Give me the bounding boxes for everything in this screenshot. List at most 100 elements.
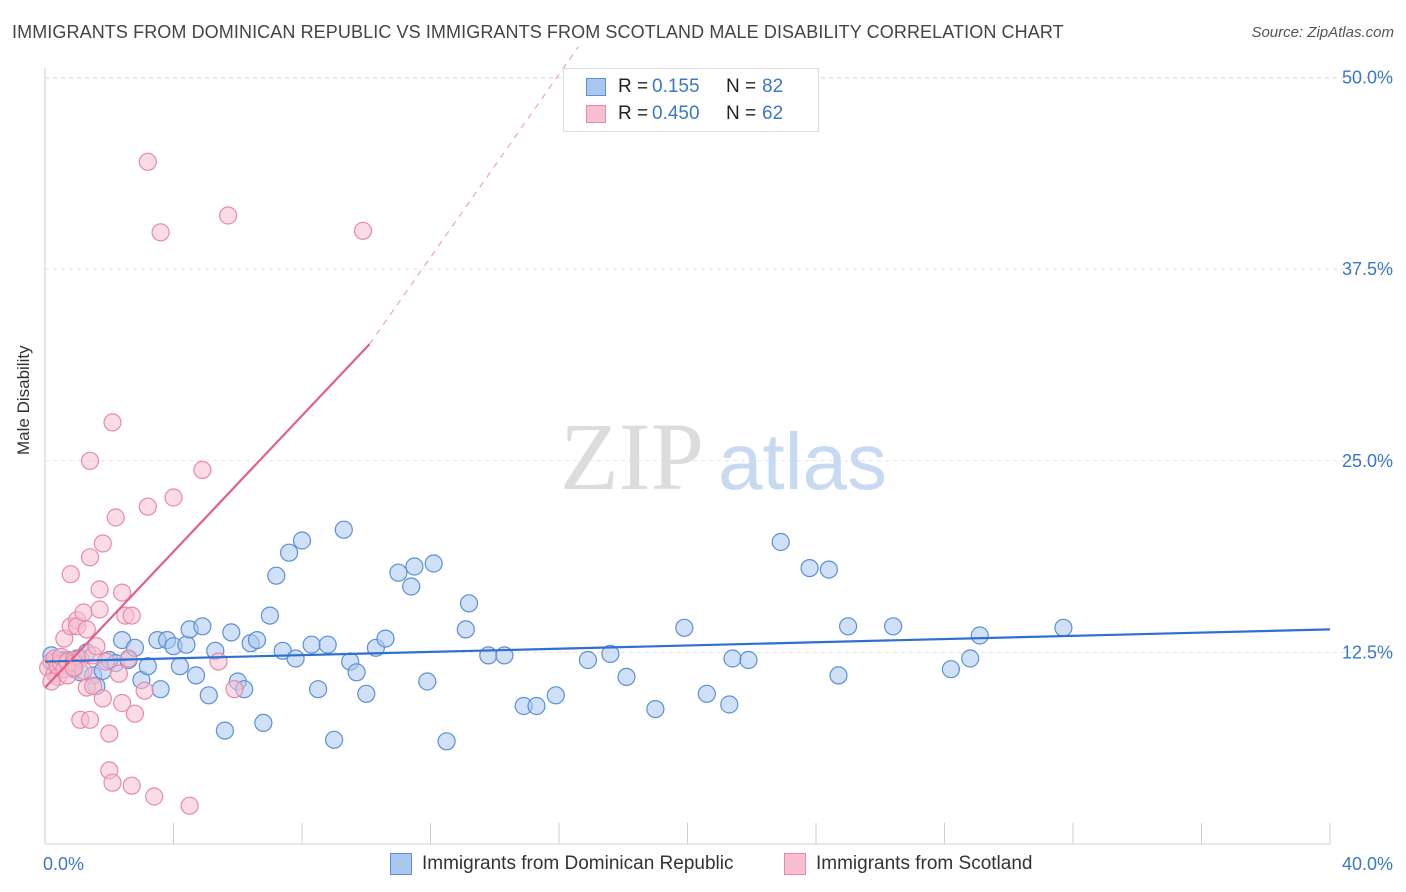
data-point [209, 652, 228, 671]
data-point [646, 699, 665, 719]
data-point [93, 689, 112, 708]
data-point [829, 666, 848, 685]
legend-row-scotland: R = 0.450 N = 62 [586, 102, 783, 126]
data-point [74, 603, 93, 622]
data-point [193, 460, 212, 479]
data-point [186, 666, 206, 685]
y-tick-label: 50.0% [1342, 68, 1393, 88]
data-point [941, 660, 961, 679]
data-point [219, 206, 238, 225]
data-point [93, 534, 112, 553]
bottom-legend-scotland: Immigrants from Scotland [784, 852, 1032, 876]
data-point [405, 557, 424, 576]
data-point [87, 637, 106, 656]
data-point [675, 618, 694, 637]
source-credit: Source: ZipAtlas.com [1251, 24, 1394, 41]
data-point [819, 560, 839, 579]
data-point [617, 667, 636, 687]
bottom-legend-swatch-pink [784, 853, 806, 875]
data-point [292, 531, 312, 550]
data-point [302, 635, 321, 654]
data-point [135, 681, 154, 700]
data-point [151, 223, 170, 242]
data-point [456, 620, 475, 639]
bottom-legend-label-scotland: Immigrants from Scotland [816, 853, 1033, 874]
trend-lines [44, 46, 1331, 689]
data-point [145, 787, 164, 806]
data-point [838, 617, 858, 636]
legend-swatch-pink [586, 105, 606, 123]
data-point [970, 626, 989, 645]
data-point [80, 548, 100, 567]
data-point [122, 776, 141, 795]
data-point [90, 580, 109, 599]
legend-row-dominican: R = 0.155 N = 82 [586, 75, 783, 99]
x-tick-label-max: 40.0% [1342, 854, 1393, 874]
data-point [459, 594, 479, 613]
data-point [151, 680, 170, 699]
legend-n-label: N = [726, 103, 757, 124]
legend-n-value-dominican: 82 [762, 76, 784, 97]
x-tick-label-min: 0.0% [43, 854, 84, 874]
data-point [96, 652, 116, 671]
data-point [1054, 618, 1073, 637]
legend-n-value-scotland: 62 [762, 103, 784, 124]
data-point [334, 520, 353, 539]
data-point [112, 583, 132, 602]
data-point [100, 724, 119, 743]
legend-r-value-dominican: 0.155 [652, 76, 700, 97]
data-point [601, 644, 620, 664]
data-point [578, 650, 598, 670]
data-point [247, 630, 267, 650]
chart-title: IMMIGRANTS FROM DOMINICAN REPUBLIC VS IM… [12, 22, 1064, 42]
legend-swatch-blue [586, 78, 606, 96]
trend-line-scotland [44, 343, 371, 689]
legend-r-value-scotland: 0.450 [652, 103, 700, 124]
data-point [723, 649, 742, 668]
data-point [309, 680, 328, 699]
bottom-legend-label-dominican: Immigrants from Dominican Republic [422, 853, 734, 874]
y-tick-label: 25.0% [1342, 451, 1393, 471]
data-point [112, 693, 132, 713]
data-point [325, 730, 344, 749]
watermark-zip: ZIP [560, 403, 704, 510]
data-point [170, 657, 189, 676]
data-point [437, 732, 456, 751]
data-point [103, 413, 122, 432]
data-point [318, 635, 337, 654]
data-point [402, 577, 421, 596]
data-point [80, 451, 100, 470]
data-point [177, 635, 196, 654]
data-point [280, 543, 299, 562]
data-point [64, 658, 84, 677]
series-dominican-republic-points [42, 520, 1073, 751]
series-scotland-points [39, 152, 373, 815]
data-point [771, 532, 790, 552]
data-point [353, 221, 373, 240]
data-point [138, 497, 157, 516]
data-point [90, 600, 109, 619]
data-point [109, 664, 129, 683]
trend-line-dominican [44, 628, 1331, 663]
data-point [267, 566, 286, 585]
watermark-atlas: atlas [718, 417, 887, 506]
data-point [80, 710, 100, 729]
legend-r-label: R = [618, 103, 649, 124]
data-point [125, 704, 144, 723]
data-point [389, 563, 408, 582]
data-point [199, 686, 218, 705]
tick-labels: 12.5% 25.0% 37.5% 50.0% 0.0% 40.0% [43, 68, 1393, 875]
data-point [84, 676, 103, 696]
legend-n-label: N = [726, 76, 757, 97]
data-point [164, 488, 183, 507]
axes [44, 68, 1331, 845]
data-point [122, 606, 141, 625]
data-point [180, 796, 199, 815]
data-point [376, 629, 395, 648]
data-point [103, 773, 122, 792]
watermark: ZIP atlas [560, 403, 887, 510]
data-point [193, 617, 212, 636]
bottom-legend-swatch-blue [390, 853, 412, 875]
data-point [77, 620, 96, 639]
